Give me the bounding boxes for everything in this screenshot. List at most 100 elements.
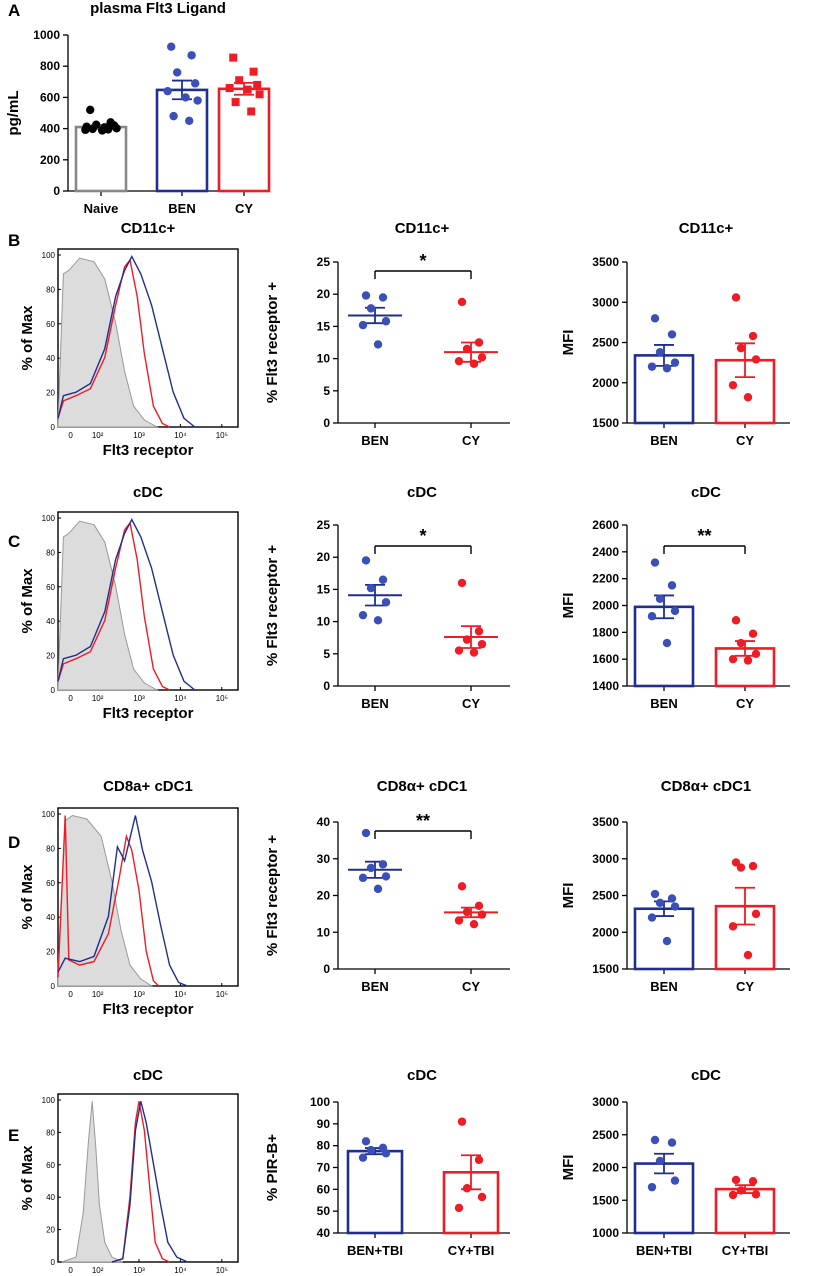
e-mfi-category-ben-tbi: BEN+TBI [636, 1243, 692, 1258]
d-hist-ytick-label: 80 [46, 844, 55, 853]
e-hist-ytick-label: 80 [46, 1128, 55, 1137]
e-pct-ytick-label: 50 [317, 1204, 331, 1218]
e-mfi-bar-cy-tbi [714, 1187, 776, 1235]
d-mfi-point-ben [667, 894, 677, 903]
b-hist-xtick-label: 0 [68, 431, 73, 440]
a-category-cy: CY [235, 201, 253, 216]
d-pct-significance: ** [416, 811, 430, 831]
c-mfi-ytick-label: 1600 [592, 652, 619, 666]
a-point-ben [169, 111, 178, 121]
b-hist-ytick-label: 40 [46, 354, 55, 363]
panel-letter-e: E [8, 1126, 19, 1145]
d-pct-point-cy [454, 916, 464, 925]
b-mfi-category-ben: BEN [650, 433, 677, 448]
b-hist-xtick-label: 10² [92, 431, 104, 440]
b-mfi-point-cy [748, 331, 758, 341]
b-hist-xtick-label: 10³ [133, 431, 145, 440]
c-mfi-ytick-label: 1400 [592, 679, 619, 693]
c-pct-point-ben [361, 556, 371, 565]
e-pct-point-cy-tbi [454, 1203, 464, 1213]
b-pct-point-cy [454, 356, 464, 366]
e-pct-point-ben-tbi [381, 1149, 391, 1158]
c-pct-point-ben [381, 598, 391, 607]
d-hist-title: CD8a+ cDC1 [103, 778, 193, 795]
b-mfi-point-ben [650, 314, 660, 323]
c-hist-ytick-label: 0 [51, 686, 56, 695]
b-pct-ytick-label: 10 [317, 352, 331, 366]
c-hist-xtick-label: 10³ [133, 694, 145, 703]
a-point-naive [98, 126, 107, 135]
c-hist-xtick-label: 10⁴ [174, 694, 187, 703]
b-pct-point-cy [469, 359, 479, 368]
e-pct-ytick-label: 80 [317, 1139, 331, 1153]
d-pct-category-ben: BEN [361, 979, 388, 994]
e-pct-title: cDC [407, 1067, 437, 1084]
a-point-ben [187, 51, 196, 60]
b-mfi-point-cy [728, 380, 738, 390]
c-mfi-point-cy [728, 654, 738, 664]
d-mfi-point-cy [736, 863, 746, 872]
c-hist-xtick-label: 0 [68, 694, 73, 703]
c-pct-ytick-label: 25 [317, 518, 331, 532]
a-ytick-label: 200 [40, 153, 60, 167]
b-pct-point-cy [477, 353, 487, 362]
d-hist-ytick-label: 40 [46, 913, 55, 922]
a-point-cy [225, 84, 234, 93]
b-pct-point-ben [366, 304, 376, 313]
a-point-ben [191, 79, 200, 88]
b-hist-xtick-label: 10⁴ [174, 431, 187, 440]
panel-letter-b: B [8, 231, 20, 250]
panel-letter-a: A [8, 1, 20, 20]
e-hist-xtick-label: 10⁴ [174, 1266, 187, 1275]
c-hist-ytick-label: 80 [46, 548, 55, 557]
e-hist-xtick-label: 10² [92, 1266, 104, 1275]
c-pct-significance: * [419, 526, 426, 546]
a-point-naive [88, 124, 97, 134]
b-pct-category-ben: BEN [361, 433, 388, 448]
e-mfi-point-cy-tbi [728, 1190, 738, 1200]
d-mfi-category-cy: CY [736, 979, 754, 994]
a-title: plasma Flt3 Ligand [90, 0, 226, 17]
a-point-ben [167, 42, 176, 51]
b-pct-point-ben [373, 340, 383, 349]
d-pct-point-ben [366, 863, 376, 873]
b-mfi-point-ben [662, 364, 672, 373]
c-hist-xtick-label: 10⁵ [216, 694, 228, 703]
a-point-ben [193, 96, 202, 105]
a-ytick-label: 600 [40, 90, 60, 104]
c-pct-ytick-label: 15 [317, 582, 331, 596]
c-pct-category-ben: BEN [361, 696, 388, 711]
e-hist-xtick-label: 0 [68, 1266, 73, 1275]
d-mfi-point-ben [647, 913, 657, 922]
b-hist-ytick-label: 60 [46, 320, 55, 329]
c-mfi-point-cy [731, 616, 741, 625]
c-mfi-category-cy: CY [736, 696, 754, 711]
c-pct-point-cy [454, 646, 464, 655]
d-pct-point-ben [378, 860, 388, 869]
c-mfi-point-ben [647, 612, 657, 621]
d-pct-ytick-label: 20 [317, 889, 331, 903]
e-mfi-point-cy-tbi [751, 1190, 761, 1199]
c-pct-ytick-label: 5 [323, 647, 330, 661]
e-pct-bar-ben-tbi [346, 1149, 404, 1235]
e-pct-ytick-label: 90 [317, 1117, 331, 1131]
e-mfi-point-cy-tbi [736, 1186, 746, 1195]
c-hist-ylabel: % of Max [19, 568, 36, 634]
b-pct-significance: * [419, 251, 426, 271]
d-hist-isotype-histogram [57, 814, 154, 987]
e-hist-ben-histogram [111, 1101, 188, 1263]
d-hist-xtick-label: 10⁵ [216, 990, 228, 999]
e-hist-frame [57, 1093, 239, 1263]
a-point-cy [255, 90, 264, 99]
c-mfi-ytick-label: 2600 [592, 518, 619, 532]
e-hist-isotype-histogram [61, 1101, 124, 1263]
d-mfi-point-ben [662, 936, 672, 946]
d-hist-xtick-label: 10² [92, 990, 104, 999]
a-point-ben [185, 116, 194, 126]
c-mfi-title: cDC [691, 484, 721, 501]
b-mfi-point-cy [751, 355, 761, 364]
a-point-ben [163, 86, 172, 96]
e-hist-ytick-label: 100 [42, 1096, 56, 1105]
a-ytick-label: 1000 [33, 28, 60, 42]
c-mfi-significance: ** [697, 526, 711, 546]
